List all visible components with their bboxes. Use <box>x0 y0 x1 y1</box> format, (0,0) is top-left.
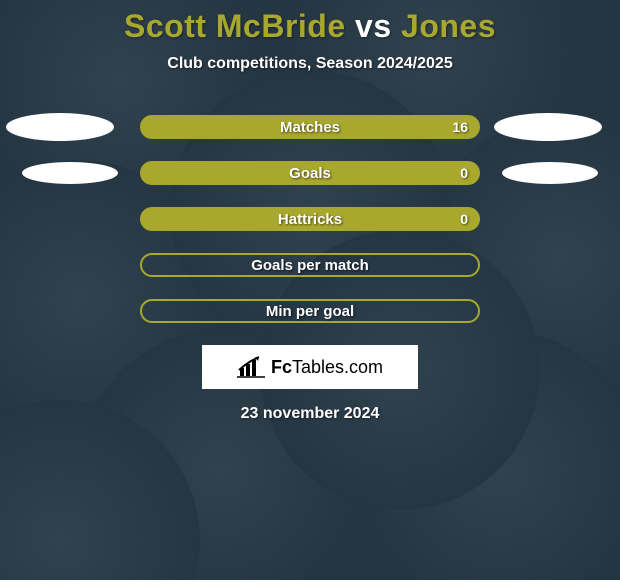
stat-label: Hattricks <box>278 211 342 228</box>
title-vs: vs <box>355 8 392 44</box>
stat-label: Goals per match <box>251 257 369 274</box>
page-title: Scott McBride vs Jones <box>0 0 620 45</box>
title-player-b: Jones <box>401 8 496 44</box>
stat-value: 16 <box>452 119 468 135</box>
stat-row: Goals per match <box>0 253 620 277</box>
avatar-placeholder-left <box>22 162 118 184</box>
stat-value: 0 <box>460 211 468 227</box>
stat-row: Hattricks 0 <box>0 207 620 231</box>
date-label: 23 november 2024 <box>0 405 620 423</box>
stat-row: Matches 16 <box>0 115 620 139</box>
logo-text-bold: Fc <box>271 357 292 377</box>
content-root: Scott McBride vs Jones Club competitions… <box>0 0 620 580</box>
stat-value: 0 <box>460 165 468 181</box>
chart-icon <box>237 356 265 378</box>
stat-bar: Goals per match <box>140 253 480 277</box>
stat-rows: Matches 16 Goals 0 Hattricks 0 Goals per match… <box>0 115 620 323</box>
stat-row: Min per goal <box>0 299 620 323</box>
stat-bar: Goals 0 <box>140 161 480 185</box>
subtitle: Club competitions, Season 2024/2025 <box>0 55 620 73</box>
stat-label: Matches <box>280 119 340 136</box>
source-logo: FcTables.com <box>202 345 418 389</box>
avatar-placeholder-right <box>502 162 598 184</box>
stat-bar: Hattricks 0 <box>140 207 480 231</box>
stat-label: Min per goal <box>266 303 354 320</box>
logo-text: FcTables.com <box>271 357 383 378</box>
stat-label: Goals <box>289 165 331 182</box>
title-player-a: Scott McBride <box>124 8 346 44</box>
stat-bar: Matches 16 <box>140 115 480 139</box>
stat-row: Goals 0 <box>0 161 620 185</box>
avatar-placeholder-right <box>494 113 602 141</box>
logo-text-rest: Tables.com <box>292 357 383 377</box>
stat-bar: Min per goal <box>140 299 480 323</box>
avatar-placeholder-left <box>6 113 114 141</box>
